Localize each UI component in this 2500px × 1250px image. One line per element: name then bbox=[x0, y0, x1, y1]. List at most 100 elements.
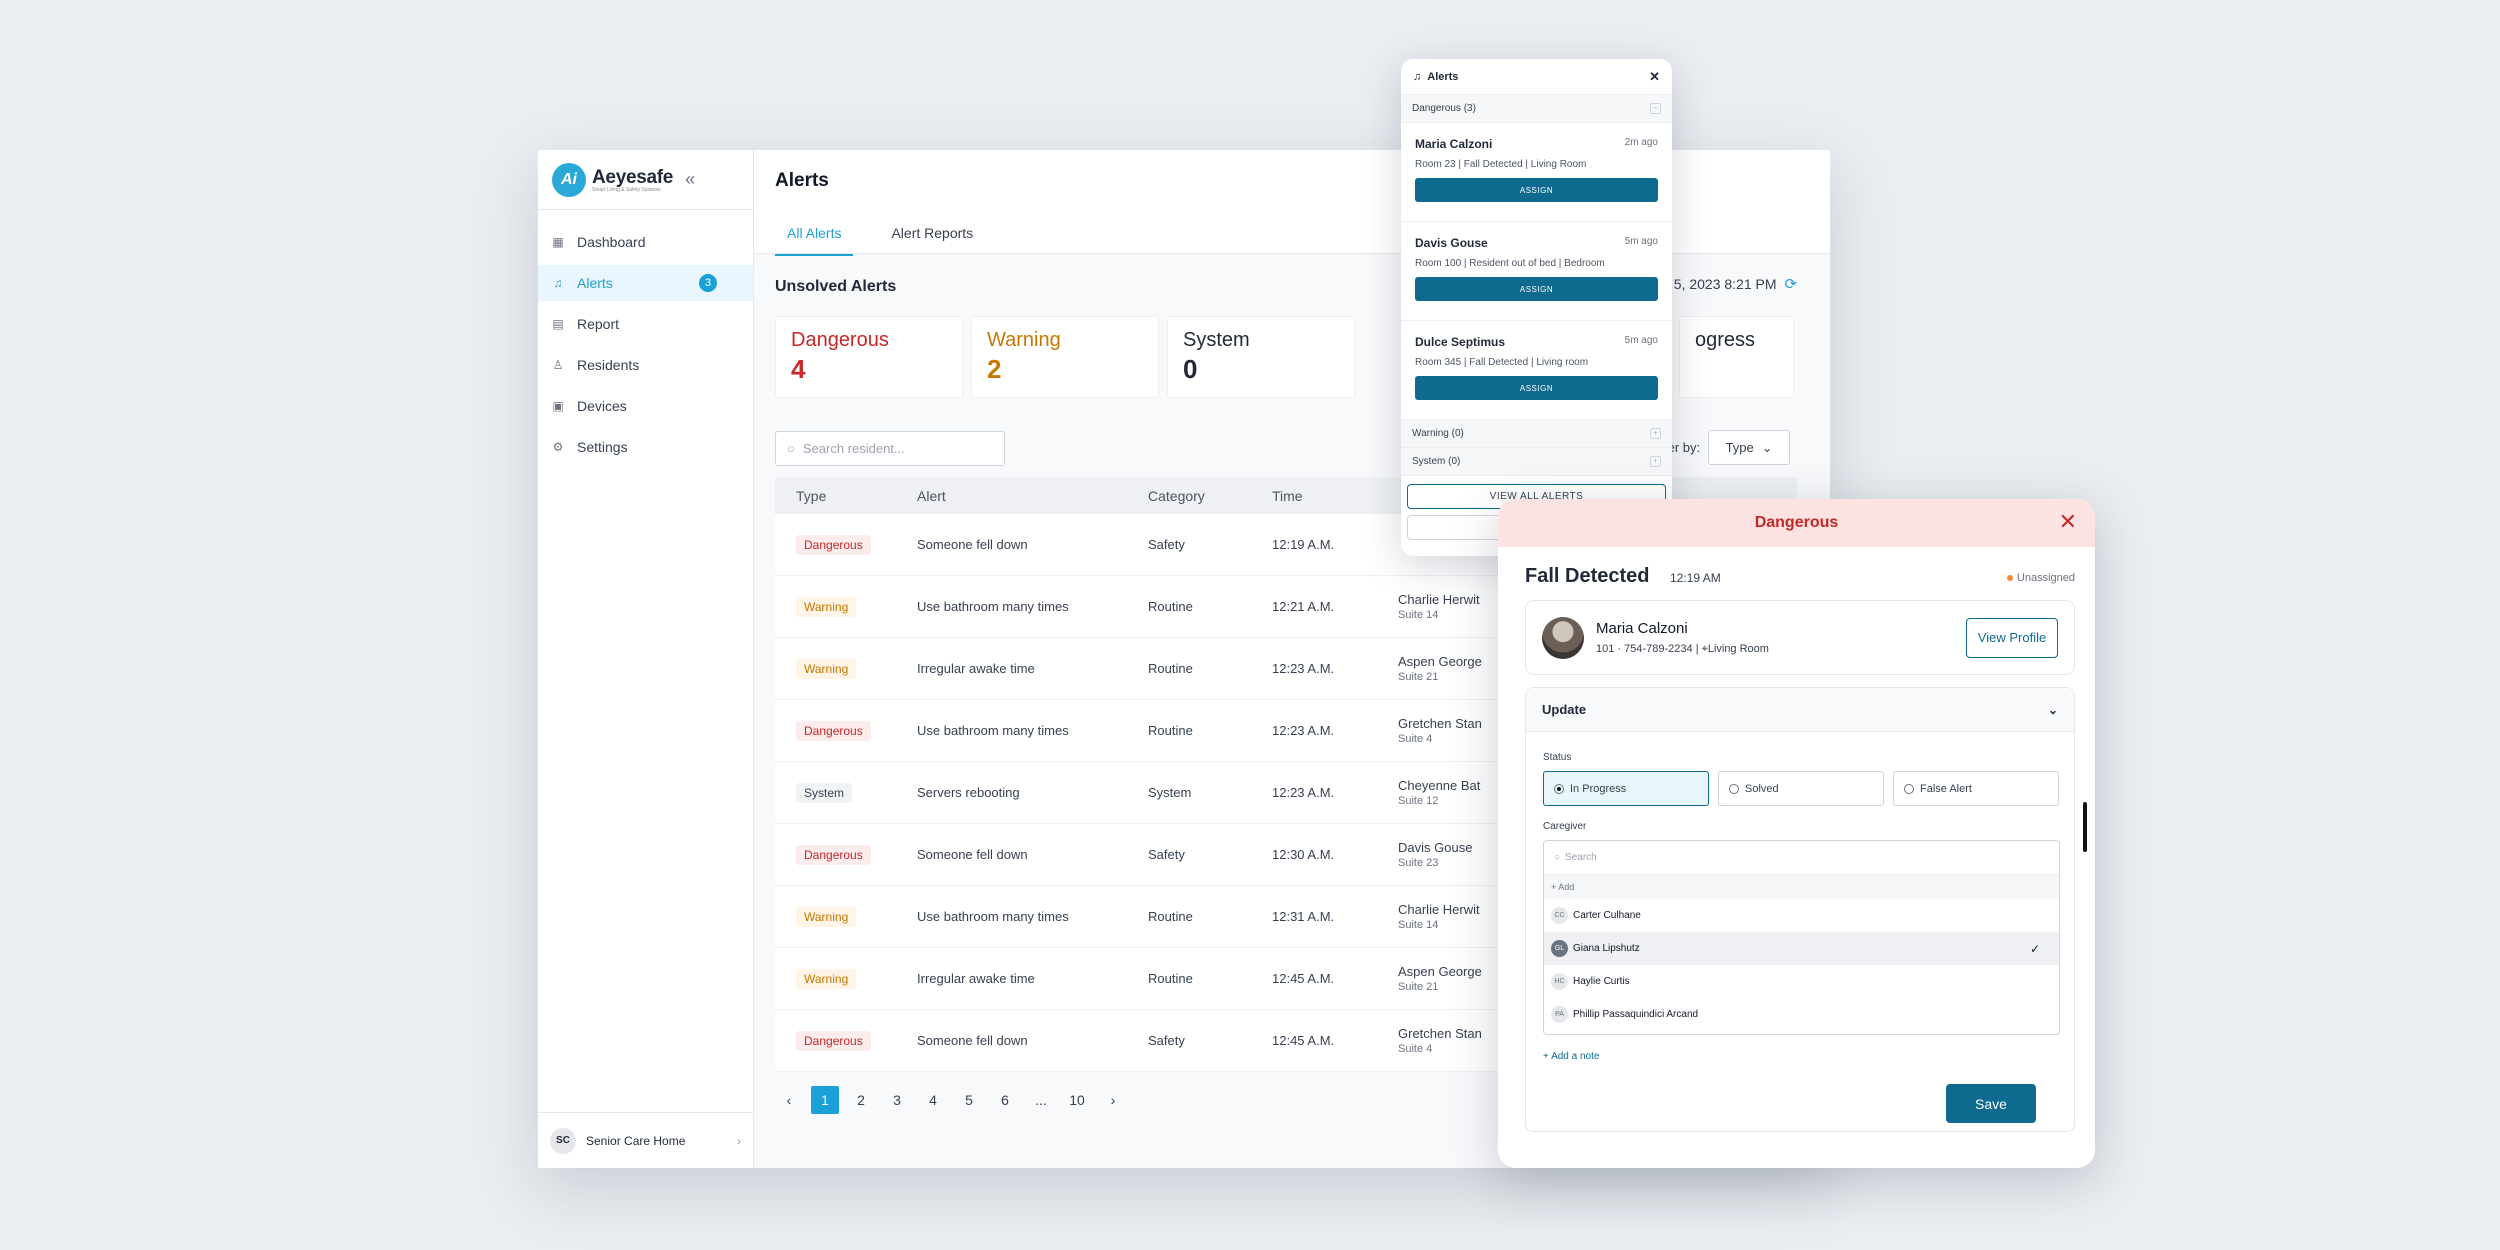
group-system[interactable]: System (0) + bbox=[1401, 448, 1672, 476]
resident-name: Charlie Herwit bbox=[1398, 902, 1480, 917]
add-caregiver-button[interactable]: + Add bbox=[1544, 875, 2059, 899]
page-button[interactable]: 10 bbox=[1069, 1092, 1085, 1108]
caregiver-search-input[interactable]: ○ Search bbox=[1544, 841, 2059, 875]
resident-location: Living Room bbox=[1707, 642, 1769, 655]
col-category: Category bbox=[1148, 487, 1205, 504]
collapse-icon[interactable]: − bbox=[1650, 103, 1661, 114]
next-page-button[interactable]: › bbox=[1110, 1092, 1116, 1108]
caregiver-option[interactable]: HC Haylie Curtis bbox=[1544, 965, 2059, 998]
sidebar-item-report[interactable]: ▤ Report bbox=[538, 306, 753, 342]
page-button[interactable]: 3 bbox=[893, 1092, 901, 1108]
collapse-sidebar-icon[interactable]: « bbox=[685, 169, 696, 189]
group-warning[interactable]: Warning (0) + bbox=[1401, 420, 1672, 448]
close-icon[interactable]: ✕ bbox=[2058, 509, 2077, 534]
tab-alert-reports[interactable]: Alert Reports bbox=[891, 225, 974, 241]
scrollbar[interactable] bbox=[2083, 802, 2087, 852]
col-type: Type bbox=[796, 487, 827, 504]
save-button[interactable]: Save bbox=[1946, 1084, 2036, 1123]
alert-title: Fall Detected bbox=[1525, 565, 1650, 587]
time-cell: 12:23 A.M. bbox=[1272, 785, 1335, 800]
resident-suite: Suite 14 bbox=[1398, 919, 1439, 931]
resident-name: Charlie Herwit bbox=[1398, 592, 1480, 607]
resident-cell: Charlie Herwit Suite 14 bbox=[1398, 592, 1638, 621]
time-cell: 12:45 A.M. bbox=[1272, 1033, 1335, 1048]
assign-button[interactable]: ASSIGN bbox=[1415, 178, 1658, 202]
alert-cell: Someone fell down bbox=[917, 537, 1028, 552]
page-button: ... bbox=[1035, 1092, 1047, 1108]
tab-all-alerts[interactable]: All Alerts bbox=[775, 225, 854, 256]
page-button[interactable]: 6 bbox=[1001, 1092, 1009, 1108]
resident-cell: Aspen George Suite 21 bbox=[1398, 654, 1638, 683]
popup-alert-item[interactable]: Maria Calzoni 2m ago Room 23 | Fall Detect… bbox=[1401, 123, 1672, 222]
location-pin-icon: | ⌖ bbox=[1695, 642, 1708, 655]
popup-alert-item[interactable]: Dulce Septimus 5m ago Room 345 | Fall Dete… bbox=[1401, 321, 1672, 420]
sidebar-item-devices[interactable]: ▣ Devices bbox=[538, 388, 753, 424]
update-header[interactable]: Update ⌄ bbox=[1526, 688, 2074, 732]
summary-card-warning[interactable]: Warning 2 bbox=[971, 316, 1159, 398]
resident-suite: Suite 4 bbox=[1398, 733, 1433, 745]
category-cell: Routine bbox=[1148, 599, 1193, 614]
sidebar-item-alerts[interactable]: ♫ Alerts 3 bbox=[538, 265, 753, 301]
group-label: Warning (0) bbox=[1412, 428, 1464, 439]
search-input[interactable]: ○ Search resident... bbox=[775, 431, 1005, 466]
type-badge: Warning bbox=[796, 658, 857, 679]
sidebar-item-dashboard[interactable]: ▦ Dashboard bbox=[538, 224, 753, 260]
popup-alert-item[interactable]: Davis Gouse 5m ago Room 100 | Resident out… bbox=[1401, 222, 1672, 321]
chevron-down-icon[interactable]: ⌄ bbox=[2047, 702, 2058, 717]
page-button[interactable]: 2 bbox=[857, 1092, 865, 1108]
resident-cell: Gretchen Stan Suite 4 bbox=[1398, 1026, 1638, 1055]
report-icon: ▤ bbox=[552, 317, 564, 331]
caregiver-avatar: HC bbox=[1551, 973, 1568, 990]
alert-cell: Irregular awake time bbox=[917, 971, 1035, 986]
assign-button[interactable]: ASSIGN bbox=[1415, 277, 1658, 301]
status-label: Status bbox=[1543, 752, 1572, 763]
status-option-false-alert[interactable]: False Alert bbox=[1893, 771, 2059, 806]
assignment-status: Unassigned bbox=[2006, 572, 2075, 584]
page-button[interactable]: 4 bbox=[929, 1092, 937, 1108]
in-progress-card[interactable]: ogress bbox=[1679, 316, 1794, 398]
page-button[interactable]: 1 bbox=[811, 1086, 839, 1114]
option-label: Solved bbox=[1745, 782, 1779, 795]
prev-page-button[interactable]: ‹ bbox=[786, 1092, 792, 1108]
card-label: System bbox=[1183, 329, 1250, 351]
alerts-popup: ♫ Alerts ✕ Dangerous (3) − Maria Calzoni… bbox=[1401, 59, 1672, 556]
sidebar-item-residents[interactable]: ♙ Residents bbox=[538, 347, 753, 383]
alert-cell: Use bathroom many times bbox=[917, 723, 1069, 738]
card-value: 0 bbox=[1183, 354, 1198, 384]
summary-card-system[interactable]: System 0 bbox=[1167, 316, 1355, 398]
sidebar-item-settings[interactable]: ⚙ Settings bbox=[538, 429, 753, 465]
status-option-solved[interactable]: Solved bbox=[1718, 771, 1884, 806]
facility-switcher[interactable]: SC Senior Care Home › bbox=[538, 1112, 753, 1168]
assign-button[interactable]: ASSIGN bbox=[1415, 376, 1658, 400]
status-option-in-progress[interactable]: In Progress bbox=[1543, 771, 1709, 806]
view-profile-button[interactable]: View Profile bbox=[1966, 617, 2058, 658]
popup-alert-info: Room 23 | Fall Detected | Living Room bbox=[1415, 159, 1587, 170]
refresh-icon[interactable]: ⟳ bbox=[1784, 276, 1798, 293]
summary-card-dangerous[interactable]: Dangerous 4 bbox=[775, 316, 963, 398]
detail-header: Dangerous ✕ bbox=[1498, 499, 2095, 547]
resident-suite: Suite 23 bbox=[1398, 857, 1439, 869]
timestamp: uly 5, 2023 8:21 PM bbox=[1652, 276, 1777, 292]
resident-name: Gretchen Stan bbox=[1398, 716, 1482, 731]
caregiver-name: Giana Lipshutz bbox=[1573, 943, 1640, 954]
add-note-link[interactable]: + Add a note bbox=[1543, 1051, 1600, 1062]
caregiver-option[interactable]: GL Giana Lipshutz ✓ bbox=[1544, 932, 2059, 965]
card-label: Warning bbox=[987, 329, 1061, 351]
expand-icon[interactable]: + bbox=[1650, 428, 1661, 439]
caregiver-option[interactable]: CC Carter Culhane bbox=[1544, 899, 2059, 932]
group-dangerous[interactable]: Dangerous (3) − bbox=[1401, 95, 1672, 123]
caregiver-option[interactable]: PA Phillip Passaquindici Arcand bbox=[1544, 998, 2059, 1031]
filter-type-select[interactable]: Type ⌄ bbox=[1708, 430, 1791, 465]
resident-cell: Aspen George Suite 21 bbox=[1398, 964, 1638, 993]
caregiver-avatar: GL bbox=[1551, 940, 1568, 957]
caregiver-avatar: PA bbox=[1551, 1006, 1568, 1023]
time-cell: 12:30 A.M. bbox=[1272, 847, 1335, 862]
alert-time: 12:19 AM bbox=[1670, 571, 1721, 585]
page-button[interactable]: 5 bbox=[965, 1092, 973, 1108]
popup-header: ♫ Alerts ✕ bbox=[1401, 59, 1672, 95]
caregiver-avatar: CC bbox=[1551, 907, 1568, 924]
alert-cell: Servers rebooting bbox=[917, 785, 1020, 800]
expand-icon[interactable]: + bbox=[1650, 456, 1661, 467]
close-icon[interactable]: ✕ bbox=[1649, 68, 1660, 84]
last-updated: uly 5, 2023 8:21 PM ⟳ bbox=[1652, 275, 1797, 293]
